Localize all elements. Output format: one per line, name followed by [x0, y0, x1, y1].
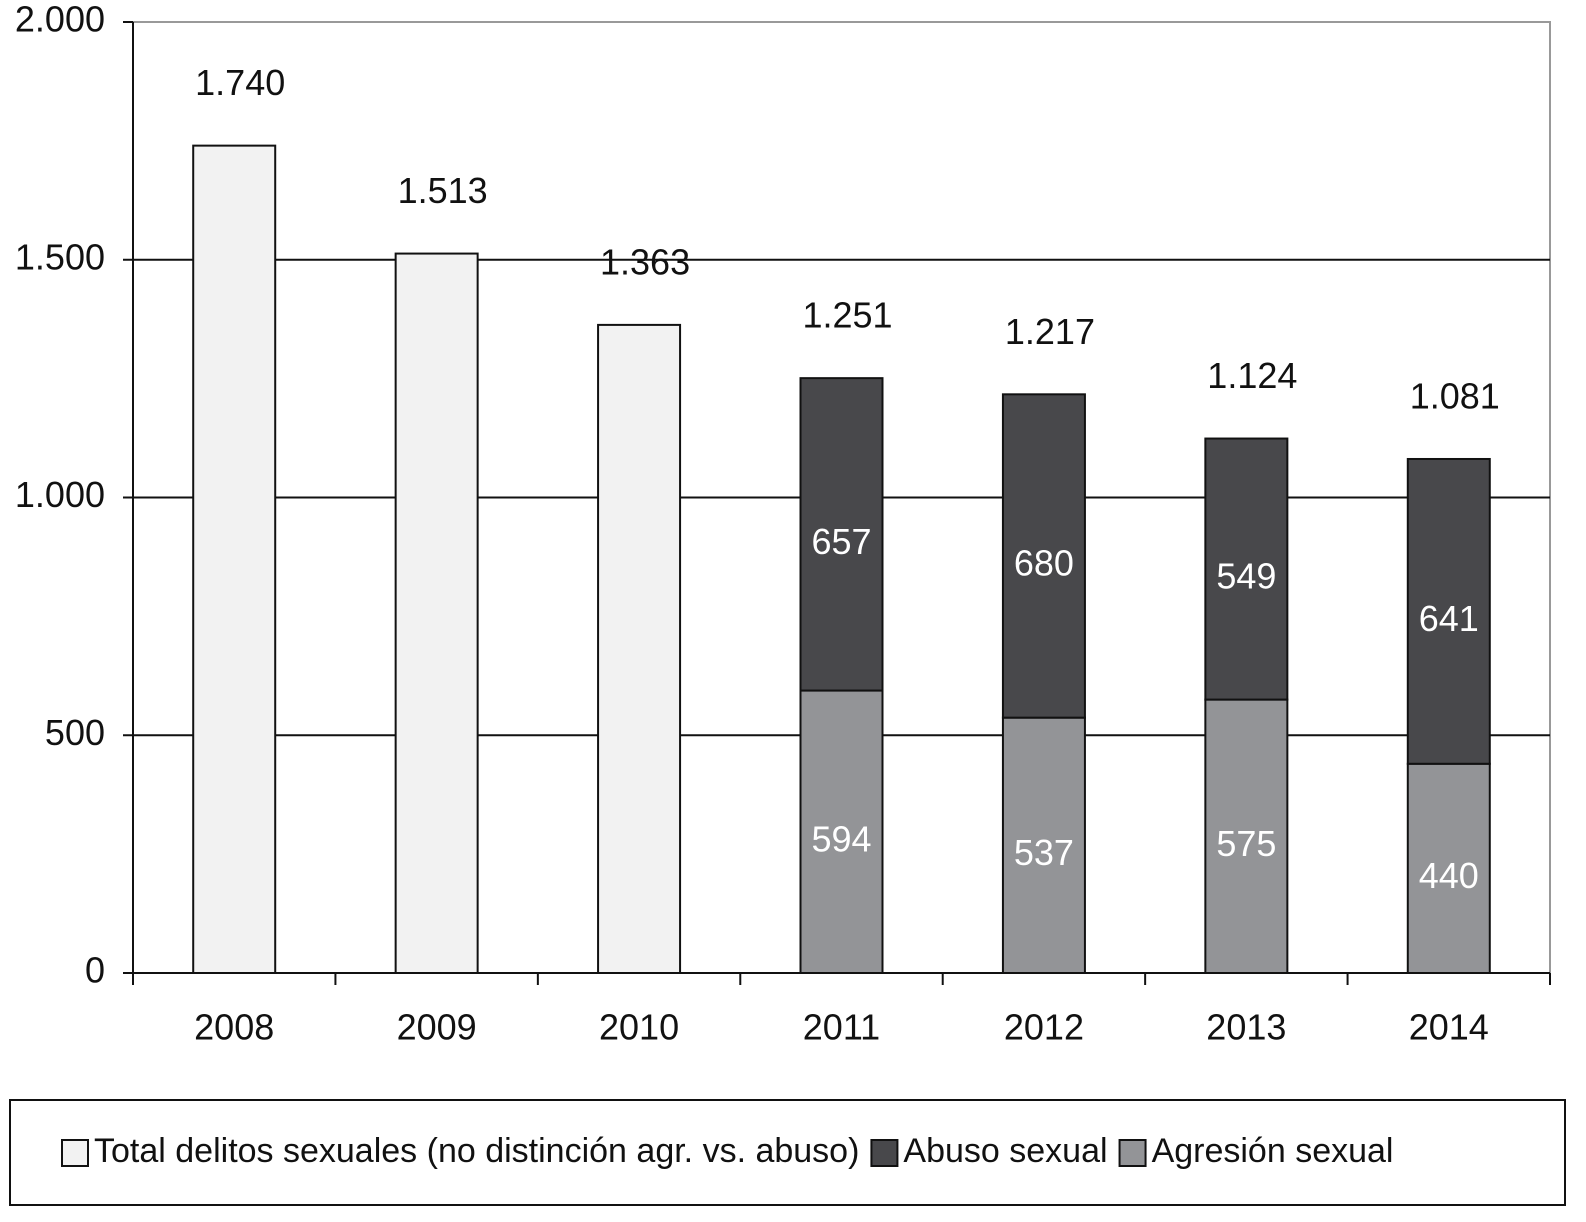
y-tick-label: 0	[85, 950, 105, 991]
legend-swatch	[1118, 1139, 1147, 1167]
x-tick-label: 2012	[1004, 1007, 1084, 1048]
legend-label: Total delitos sexuales (no distinción ag…	[94, 1132, 859, 1170]
y-tick-label: 2.000	[15, 0, 105, 40]
total-label: 1.081	[1410, 376, 1500, 417]
y-tick-label: 1.500	[15, 236, 105, 277]
data-label: 440	[1419, 855, 1479, 896]
x-tick-label: 2010	[599, 1007, 679, 1048]
legend-label: Agresión sexual	[1152, 1132, 1394, 1170]
bar-segment	[394, 252, 479, 975]
data-label: 549	[1216, 556, 1276, 597]
data-label: 657	[811, 521, 871, 562]
bar-segment	[1204, 437, 1289, 701]
bar-segment	[799, 689, 884, 974]
data-label: 641	[1419, 598, 1479, 639]
data-label: 575	[1216, 823, 1276, 864]
bar-segment	[597, 323, 682, 974]
y-tick-label: 500	[45, 712, 105, 753]
bar-segment	[799, 377, 884, 692]
bar-segment	[1001, 393, 1086, 719]
legend-swatch	[61, 1139, 89, 1167]
x-tick-label: 2009	[397, 1007, 477, 1048]
total-label: 1.217	[1005, 311, 1095, 352]
total-label: 1.251	[802, 295, 892, 336]
total-label: 1.363	[600, 241, 690, 282]
bar-segment	[192, 144, 277, 974]
data-label: 680	[1014, 543, 1074, 584]
bar-segment	[1406, 457, 1491, 765]
x-tick-label: 2008	[194, 1007, 274, 1048]
bar-segment	[1001, 716, 1086, 974]
data-label: 594	[811, 818, 871, 859]
bar-segment	[1406, 762, 1491, 975]
y-tick-label: 1.000	[15, 474, 105, 515]
legend-box	[9, 1099, 1566, 1206]
data-label: 537	[1014, 832, 1074, 873]
legend-swatch	[870, 1139, 899, 1167]
x-tick-label: 2011	[803, 1007, 880, 1048]
total-label: 1.740	[195, 62, 285, 103]
total-label: 1.513	[398, 170, 488, 211]
total-label: 1.124	[1207, 355, 1297, 396]
x-tick-label: 2013	[1206, 1007, 1286, 1048]
x-tick-label: 2014	[1409, 1007, 1489, 1048]
legend-label: Abuso sexual	[903, 1132, 1107, 1170]
